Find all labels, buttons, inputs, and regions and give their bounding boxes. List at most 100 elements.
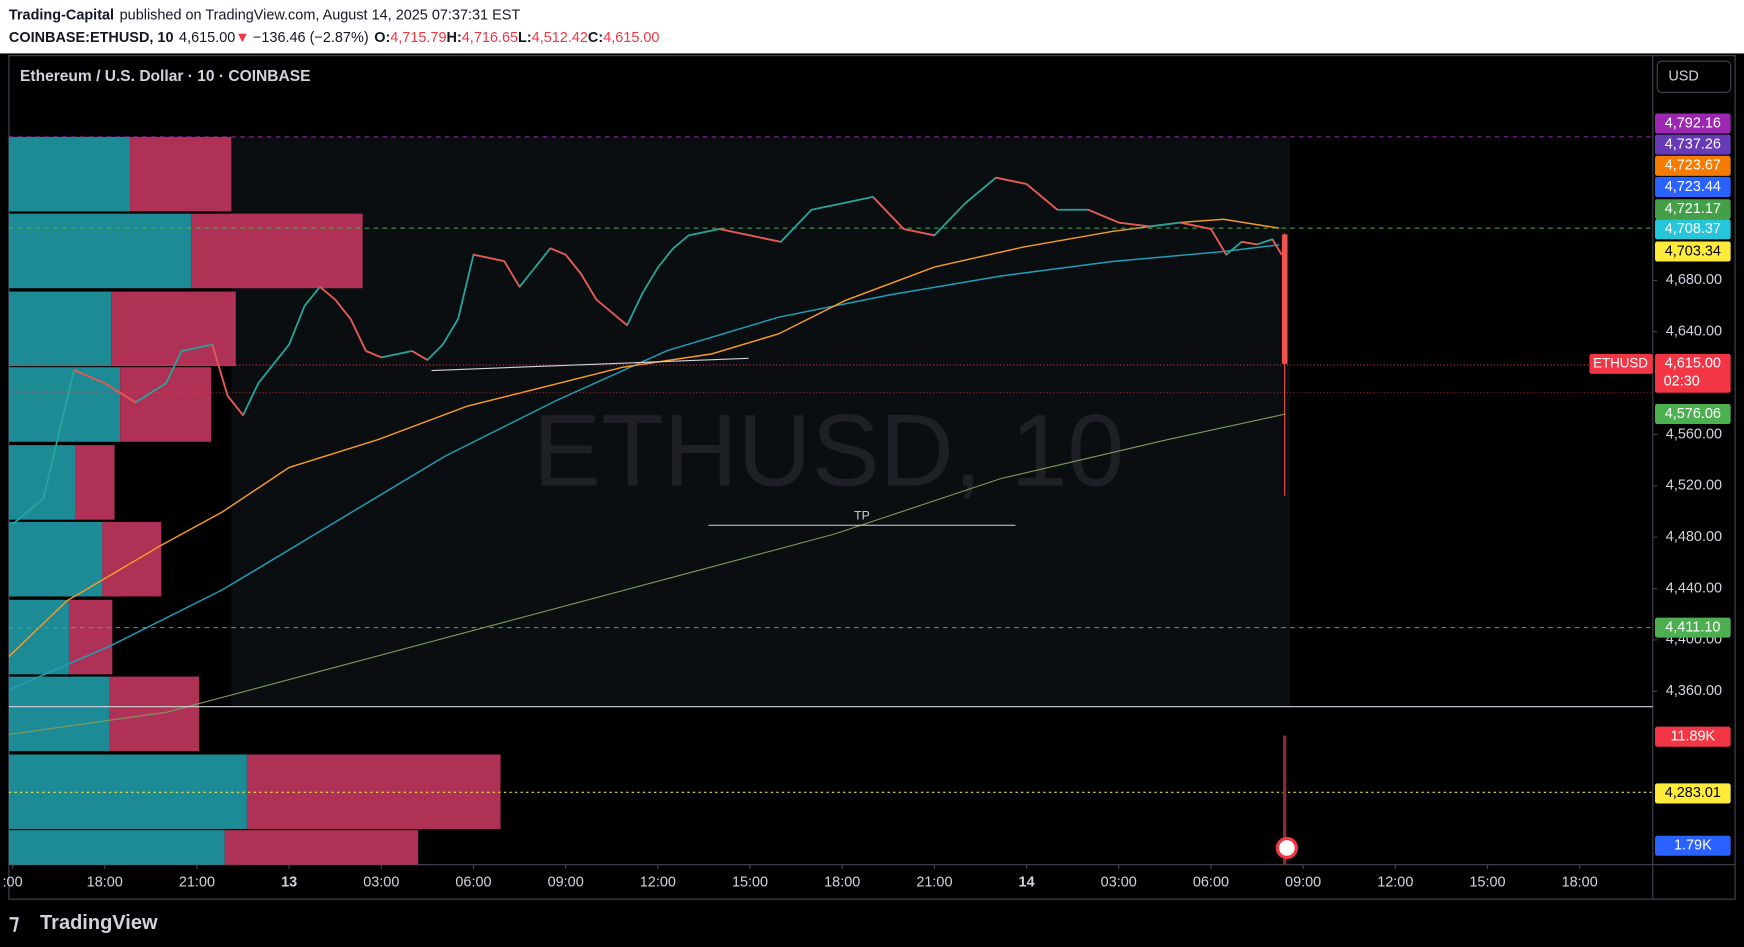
symbol-tag-label: ETHUSD xyxy=(1593,355,1648,370)
x-tick-label: 13 xyxy=(281,874,297,890)
currency-button[interactable] xyxy=(1656,60,1732,93)
price-down-segment xyxy=(549,247,567,256)
price-down-segment xyxy=(319,286,336,301)
y-tick-label: 4,520.00 xyxy=(1666,478,1722,494)
x-tick-label: :00 xyxy=(3,874,23,890)
tp-label: TP xyxy=(854,509,870,523)
x-tick-label: 21:00 xyxy=(916,874,952,890)
profile-up xyxy=(8,754,247,830)
price-tag xyxy=(1655,219,1731,240)
price-down-segment xyxy=(1271,238,1283,256)
x-tick-label: 09:00 xyxy=(1285,874,1321,890)
price-tag-label: 4,576.06 xyxy=(1665,406,1721,422)
l-value: 4,512.42 xyxy=(532,30,588,46)
y-tick-label: 4,560.00 xyxy=(1666,426,1722,442)
l-label: L: xyxy=(518,30,532,46)
countdown: 02:30 xyxy=(1664,373,1700,389)
price-tag-label: 4,411.10 xyxy=(1665,619,1720,635)
x-tick-label: 18:00 xyxy=(1562,874,1598,890)
price-down-segment xyxy=(1026,183,1058,211)
h-label: H: xyxy=(447,30,462,46)
profile-up xyxy=(8,291,112,367)
price-down-segment xyxy=(503,260,521,288)
price-tag xyxy=(1655,241,1731,262)
x-tick-label: 14 xyxy=(1019,874,1035,890)
price-down-segment xyxy=(580,273,598,301)
price-tag xyxy=(1655,176,1731,197)
price-tag xyxy=(1655,617,1731,638)
ma-50 xyxy=(8,218,1280,658)
x-tick-label: 15:00 xyxy=(1469,874,1505,890)
author: Trading-Capital xyxy=(9,7,114,23)
y-tick-label: 4,640.00 xyxy=(1666,324,1722,340)
x-tick-label: 18:00 xyxy=(824,874,860,890)
h-value: 4,716.65 xyxy=(462,30,518,46)
price-tag-label: 4,703.34 xyxy=(1665,243,1721,259)
price-down-segment xyxy=(1210,228,1228,256)
profile-up xyxy=(8,830,225,865)
x-tick-label: 06:00 xyxy=(1193,874,1229,890)
header-line-2: COINBASE:ETHUSD, 10 4,615.00▼ −136.46 (−2.… xyxy=(9,30,660,46)
down-arrow: ▼ xyxy=(235,30,249,46)
price-tag xyxy=(1655,199,1731,220)
price-down-segment xyxy=(995,176,1027,185)
x-tick-label: 03:00 xyxy=(1101,874,1137,890)
price-tag-label: 4,723.44 xyxy=(1665,179,1721,195)
x-tick-label: 09:00 xyxy=(548,874,584,890)
x-tick-label: 06:00 xyxy=(455,874,491,890)
volume-profile xyxy=(8,136,501,865)
last-price-tag xyxy=(1655,353,1731,393)
price-down-segment xyxy=(473,253,505,262)
price-tag-label: 4,723.67 xyxy=(1665,158,1721,174)
profile-down xyxy=(75,445,115,520)
price-down-segment xyxy=(349,318,367,352)
header-line-1: Trading-Capital published on TradingView.… xyxy=(9,7,520,23)
price-tag-label: 11.89K xyxy=(1670,728,1715,744)
y-tick-label: 4,440.00 xyxy=(1666,580,1722,596)
price-tag xyxy=(1655,113,1731,134)
pane-title: Ethereum / U.S. Dollar · 10 · COINBASE xyxy=(20,68,310,85)
price-down-segment xyxy=(719,228,751,237)
price-tag-label: 4,708.37 xyxy=(1665,221,1721,237)
price-tag-label: 4,721.17 xyxy=(1665,201,1721,217)
y-tick-label: 4,480.00 xyxy=(1666,529,1722,545)
price-down-segment xyxy=(903,228,935,237)
price-down-segment xyxy=(104,382,136,404)
price-down-segment xyxy=(211,344,229,397)
x-tick-label: 03:00 xyxy=(363,874,399,890)
price-down-segment xyxy=(595,298,628,326)
profile-down xyxy=(68,599,113,675)
price-down-segment xyxy=(365,350,382,359)
price-down-segment xyxy=(1180,221,1212,230)
profile-down xyxy=(120,367,212,442)
price-tag xyxy=(1655,155,1731,176)
profile-up xyxy=(8,676,110,752)
price-tag-label: 4,283.01 xyxy=(1665,785,1721,801)
candle-body xyxy=(1281,234,1288,364)
watermark: ETHUSD, 10 xyxy=(533,392,1124,507)
change: −136.46 (−2.87%) xyxy=(253,30,369,46)
x-tick-label: 18:00 xyxy=(87,874,123,890)
profile-down xyxy=(111,291,236,367)
profile-up xyxy=(8,445,76,520)
event-flag-inner xyxy=(1279,840,1295,856)
ma-200 xyxy=(8,413,1286,736)
profile-up xyxy=(8,367,121,442)
x-tick-label: 12:00 xyxy=(640,874,676,890)
price-tag xyxy=(1655,783,1731,804)
price-down-segment xyxy=(1241,240,1258,246)
y-tick-label: 4,360.00 xyxy=(1666,683,1722,699)
x-tick-label: 15:00 xyxy=(732,874,768,890)
last-price-label: 4,615.00 xyxy=(1665,356,1721,372)
price-down-segment xyxy=(411,350,428,361)
symbol-tag xyxy=(1589,353,1653,374)
profile-down xyxy=(246,754,501,830)
x-tick-label: 21:00 xyxy=(179,874,215,890)
price-tag-label: 4,792.16 xyxy=(1665,115,1721,131)
price-tag xyxy=(1655,403,1731,424)
price-down-segment xyxy=(564,254,582,275)
price-tag-label: 1.79K xyxy=(1674,838,1712,854)
x-tick-label: 12:00 xyxy=(1377,874,1413,890)
